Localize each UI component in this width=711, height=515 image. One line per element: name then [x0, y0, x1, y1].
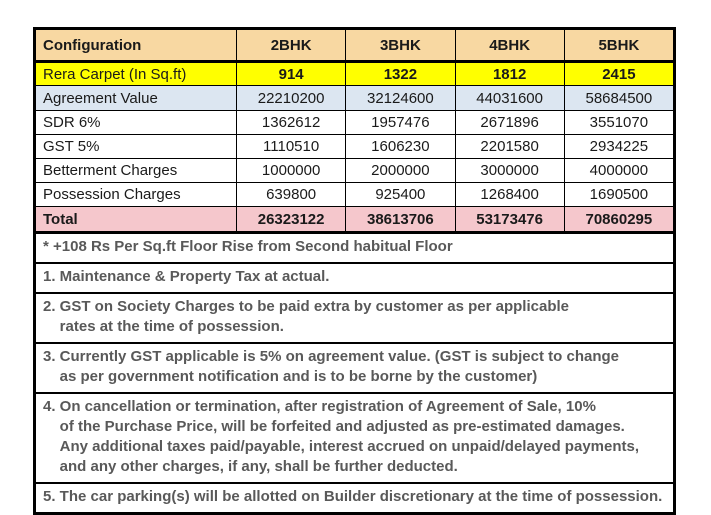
cell-value: 1690500 — [563, 183, 673, 206]
cell-value: 22210200 — [236, 86, 345, 110]
cell-value: 1957476 — [345, 111, 454, 134]
cell-value: 2934225 — [563, 135, 673, 158]
cell-value: 2201580 — [454, 135, 564, 158]
cell-value: 639800 — [236, 183, 345, 206]
row-label: Possession Charges — [43, 186, 181, 203]
row-label: Agreement Value — [43, 89, 158, 107]
header-5bhk: 5BHK — [563, 30, 673, 60]
table-row-total: Total 26323122 38613706 53173476 7086029… — [36, 206, 673, 231]
cell-value: 1606230 — [345, 135, 454, 158]
header-configuration: Configuration — [43, 36, 142, 54]
notes-section: * +108 Rs Per Sq.ft Floor Rise from Seco… — [36, 231, 673, 512]
row-label: Rera Carpet (In Sq.ft) — [43, 65, 187, 83]
row-label: Betterment Charges — [43, 162, 178, 179]
cell-value: 3551070 — [563, 111, 673, 134]
table-row-rera-carpet: Rera Carpet (In Sq.ft) 914 1322 1812 241… — [36, 60, 673, 85]
table-row-possession-charges: Possession Charges 639800 925400 1268400… — [36, 182, 673, 206]
note-floor-rise: * +108 Rs Per Sq.ft Floor Rise from Seco… — [43, 238, 453, 255]
row-label: SDR 6% — [43, 114, 101, 131]
header-3bhk: 3BHK — [345, 30, 454, 60]
note-cancellation: 4. On cancellation or termination, after… — [36, 392, 673, 482]
table-row-agreement-value: Agreement Value 22210200 32124600 440316… — [36, 85, 673, 110]
cell-value: 4000000 — [563, 159, 673, 182]
cell-value: 1268400 — [454, 183, 564, 206]
note-car-parking: 5. The car parking(s) will be allotted o… — [36, 482, 673, 512]
cell-value: 2415 — [563, 63, 673, 85]
table-row-betterment-charges: Betterment Charges 1000000 2000000 30000… — [36, 158, 673, 182]
note-maintenance: 1. Maintenance & Property Tax at actual. — [36, 262, 673, 292]
table-row-gst: GST 5% 1110510 1606230 2201580 2934225 — [36, 134, 673, 158]
table-header-row: Configuration 2BHK 3BHK 4BHK 5BHK — [36, 30, 673, 60]
price-sheet: Configuration 2BHK 3BHK 4BHK 5BHK Rera C… — [33, 27, 676, 515]
row-label: GST 5% — [43, 138, 100, 155]
cell-value: 1110510 — [236, 135, 345, 158]
note-gst-applicable: 3. Currently GST applicable is 5% on agr… — [36, 342, 673, 392]
cell-value: 1812 — [454, 63, 564, 85]
cell-value: 2671896 — [454, 111, 564, 134]
row-label: Total — [43, 210, 78, 228]
cell-value: 58684500 — [563, 86, 673, 110]
cell-value: 3000000 — [454, 159, 564, 182]
cell-value: 44031600 — [454, 86, 564, 110]
cell-value: 38613706 — [345, 207, 454, 231]
cell-value: 26323122 — [236, 207, 345, 231]
header-2bhk: 2BHK — [236, 30, 345, 60]
table-row-sdr: SDR 6% 1362612 1957476 2671896 3551070 — [36, 110, 673, 134]
cell-value: 1000000 — [236, 159, 345, 182]
cell-value: 925400 — [345, 183, 454, 206]
note-gst-society: 2. GST on Society Charges to be paid ext… — [36, 292, 673, 342]
cell-value: 53173476 — [454, 207, 564, 231]
cell-value: 2000000 — [345, 159, 454, 182]
header-4bhk: 4BHK — [454, 30, 564, 60]
cell-value: 70860295 — [563, 207, 673, 231]
cell-value: 1362612 — [236, 111, 345, 134]
cell-value: 32124600 — [345, 86, 454, 110]
cell-value: 914 — [236, 63, 345, 85]
cell-value: 1322 — [345, 63, 454, 85]
